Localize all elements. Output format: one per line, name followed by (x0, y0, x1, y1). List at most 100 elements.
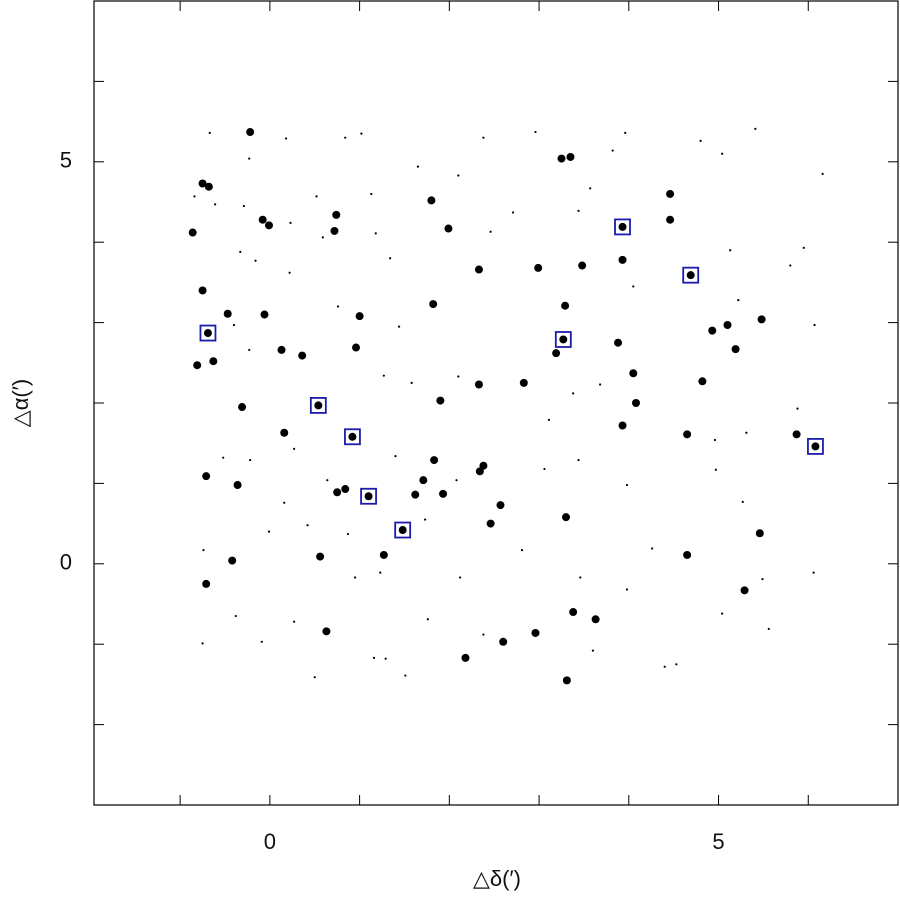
point (562, 676, 571, 685)
point (360, 132, 363, 135)
point (208, 131, 211, 134)
point-box (807, 438, 824, 455)
point (313, 676, 316, 679)
point-box (199, 324, 217, 342)
point (757, 315, 766, 324)
point (397, 325, 401, 328)
point (569, 608, 578, 617)
point (461, 653, 470, 662)
point (260, 310, 269, 319)
point (258, 215, 267, 224)
point (330, 226, 339, 235)
point (534, 263, 543, 272)
point (754, 127, 757, 130)
point (796, 407, 799, 410)
point (699, 139, 702, 142)
point (721, 612, 724, 615)
point (246, 128, 255, 137)
point (683, 550, 692, 559)
point (352, 343, 361, 352)
point (675, 663, 678, 666)
point (721, 152, 724, 155)
point (543, 467, 546, 471)
x-tick-label: 0 (264, 829, 276, 854)
point (336, 305, 340, 308)
point (379, 571, 382, 574)
point (589, 187, 592, 190)
point (618, 222, 627, 231)
point (531, 628, 540, 637)
point (482, 633, 485, 636)
point-box (394, 521, 412, 539)
point (802, 246, 805, 249)
point (332, 210, 341, 219)
point (618, 421, 627, 430)
point (813, 323, 816, 327)
point (242, 204, 245, 208)
point (232, 323, 236, 327)
point (228, 556, 237, 565)
point (430, 456, 439, 465)
point (821, 172, 824, 175)
y-tick-label: 0 (60, 550, 72, 575)
point (354, 576, 357, 579)
point (344, 136, 347, 139)
point (632, 285, 635, 288)
point (214, 203, 217, 206)
point (198, 286, 207, 295)
point (812, 571, 815, 574)
point (277, 345, 286, 354)
point-box (682, 266, 700, 284)
point (306, 524, 309, 527)
point (745, 431, 748, 434)
point (439, 489, 448, 498)
point-box (554, 331, 572, 348)
point (267, 530, 271, 533)
point (489, 230, 492, 233)
point (394, 454, 397, 458)
point (611, 149, 614, 152)
point (614, 338, 623, 347)
point (248, 348, 251, 352)
point (427, 196, 436, 205)
point (233, 481, 242, 490)
point (631, 399, 640, 407)
point (811, 442, 820, 451)
point (429, 300, 438, 309)
point (248, 157, 251, 160)
point (511, 211, 515, 214)
point (341, 485, 350, 494)
point (520, 549, 524, 552)
point (598, 383, 602, 386)
point (364, 492, 373, 501)
point-box (614, 218, 631, 236)
point (482, 136, 485, 139)
point (326, 479, 329, 482)
point-box (360, 487, 377, 505)
point-box (309, 397, 327, 414)
point (457, 375, 460, 378)
point (761, 577, 764, 581)
point (321, 236, 324, 239)
point (666, 189, 675, 198)
point (238, 403, 247, 412)
point (254, 259, 257, 262)
point (767, 627, 770, 631)
point (419, 476, 428, 485)
point (557, 154, 566, 163)
point (370, 192, 373, 196)
point (624, 131, 627, 134)
point (379, 550, 388, 559)
point (740, 586, 749, 595)
point (202, 549, 205, 552)
point (426, 618, 429, 621)
point (496, 501, 505, 510)
point (372, 656, 376, 659)
point (651, 547, 654, 550)
y-axis-label: △α(′) (8, 379, 33, 427)
point (188, 228, 197, 237)
point (424, 518, 427, 521)
point (625, 483, 629, 487)
point (223, 309, 232, 318)
